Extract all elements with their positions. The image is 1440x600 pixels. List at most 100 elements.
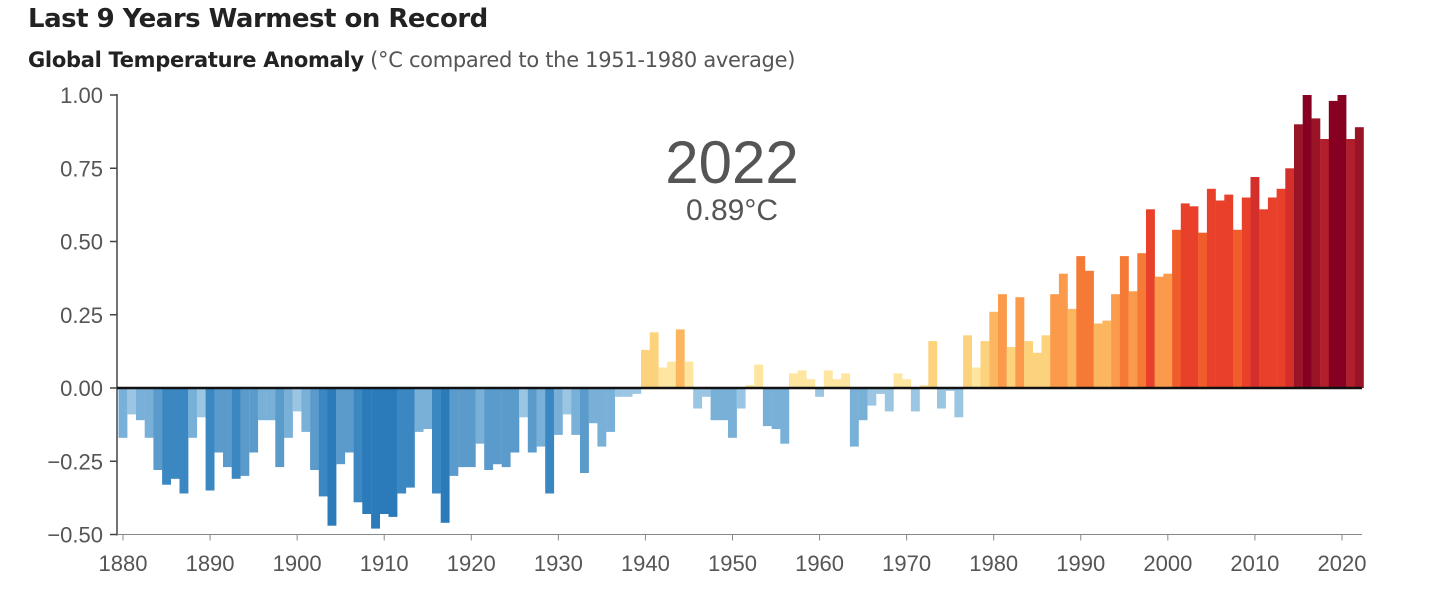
bar-1997 [1137, 253, 1147, 388]
bar-1971 [910, 388, 920, 412]
bar-1965 [858, 388, 868, 421]
bar-1963 [841, 373, 851, 389]
bar-2019 [1328, 100, 1338, 389]
bar-1887 [179, 388, 189, 494]
annotation-value: 0.89°C [686, 194, 778, 227]
bar-2002 [1180, 203, 1190, 388]
bar-2001 [1172, 229, 1181, 388]
bar-1948 [710, 388, 720, 421]
bar-1986 [1041, 335, 1051, 388]
bar-1974 [937, 388, 946, 409]
bar-1935 [597, 388, 607, 447]
bar-2004 [1198, 232, 1208, 388]
subtitle-units: (°C compared to the 1951-1980 average) [370, 48, 796, 72]
bar-1991 [1085, 270, 1094, 388]
bar-1885 [162, 388, 171, 485]
bar-2017 [1311, 118, 1321, 389]
bar-2022 [1354, 127, 1364, 388]
x-tick-label: 1970 [882, 551, 931, 576]
x-tick-label: 1930 [534, 551, 583, 576]
bar-1952 [745, 385, 755, 388]
bar-1891 [214, 388, 224, 453]
bar-1978 [971, 367, 981, 388]
bar-1953 [754, 364, 764, 388]
bar-2016 [1302, 95, 1312, 388]
bar-1942 [658, 367, 668, 388]
bar-1927 [527, 388, 537, 453]
bar-1950 [728, 388, 737, 438]
bar-1904 [327, 388, 337, 526]
x-tick-label: 1950 [708, 551, 757, 576]
bar-1916 [432, 388, 441, 494]
bar-1905 [336, 388, 346, 465]
bar-2000 [1163, 273, 1173, 388]
bar-2015 [1294, 124, 1303, 389]
y-tick-label: 1.00 [60, 83, 103, 108]
x-tick-label: 1980 [969, 551, 1018, 576]
bar-1925 [510, 388, 520, 453]
bar-1883 [144, 388, 154, 438]
bar-1894 [240, 388, 250, 476]
x-tick-label: 1960 [795, 551, 844, 576]
bar-2007 [1224, 194, 1234, 388]
bar-1969 [893, 373, 903, 389]
bar-1884 [153, 388, 163, 470]
bar-1913 [405, 388, 415, 488]
bar-1970 [902, 379, 912, 388]
bar-1909 [371, 388, 380, 529]
bar-1941 [649, 332, 659, 388]
y-tick-label: 0.50 [60, 230, 103, 255]
bar-1911 [388, 388, 398, 517]
x-tick-label: 1910 [360, 551, 409, 576]
bar-1975 [945, 388, 955, 391]
bar-1892 [223, 388, 232, 468]
x-tick-label: 1940 [621, 551, 670, 576]
bar-2011 [1259, 209, 1269, 388]
bar-1994 [1111, 294, 1120, 388]
bar-1960 [815, 388, 824, 397]
bar-1964 [849, 388, 859, 447]
x-tick-label: 2010 [1230, 551, 1279, 576]
bar-2010 [1250, 177, 1260, 388]
bar-1957 [789, 373, 798, 389]
bar-1936 [606, 388, 615, 432]
bar-1901 [301, 388, 311, 432]
bar-1982 [1006, 347, 1016, 388]
x-tick-label: 2000 [1143, 551, 1192, 576]
bar-1886 [170, 388, 180, 479]
bar-1889 [196, 388, 206, 418]
bar-1914 [414, 388, 424, 432]
annotation-year: 2022 [665, 129, 798, 196]
bar-1955 [771, 388, 781, 429]
bar-1908 [362, 388, 372, 514]
bar-1937 [614, 388, 624, 397]
bar-1983 [1015, 297, 1025, 388]
subtitle-main: Global Temperature Anomaly [28, 48, 364, 72]
bar-1921 [475, 388, 485, 444]
bar-1979 [980, 341, 990, 388]
bar-1890 [205, 388, 215, 491]
bar-1929 [545, 388, 555, 494]
bar-1915 [423, 388, 433, 429]
x-tick-label: 1890 [186, 551, 235, 576]
bar-1940 [641, 349, 650, 388]
bar-1944 [675, 329, 685, 388]
bar-1934 [588, 388, 598, 424]
bar-1897 [266, 388, 276, 421]
bar-1932 [571, 388, 581, 435]
bar-1996 [1128, 291, 1138, 388]
bar-1967 [876, 388, 885, 394]
bar-1906 [344, 388, 354, 453]
bar-1900 [292, 388, 302, 412]
bar-1928 [536, 388, 546, 447]
bar-2003 [1189, 206, 1199, 388]
bar-1966 [867, 388, 877, 406]
bar-1930 [553, 388, 563, 435]
x-tick-label: 1920 [447, 551, 496, 576]
bar-1923 [493, 388, 502, 465]
bar-1910 [379, 388, 389, 514]
bar-1945 [684, 361, 694, 388]
bar-2005 [1206, 188, 1216, 388]
bar-1993 [1102, 320, 1112, 388]
bar-1992 [1093, 323, 1103, 388]
